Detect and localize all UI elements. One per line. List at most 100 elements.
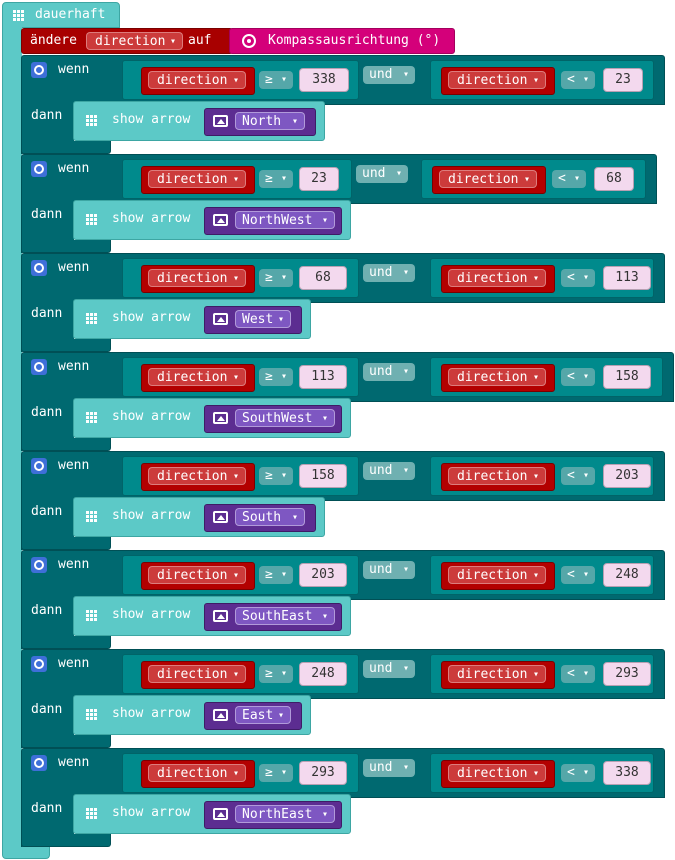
operator-dropdown[interactable]: < ▾ <box>561 467 595 485</box>
number-input[interactable]: 293 <box>299 761 347 785</box>
variable-reporter[interactable]: direction ▾ <box>141 463 255 491</box>
compare-low-block[interactable]: direction ▾ ≥ ▾ 68 <box>122 258 359 298</box>
arrow-image-block[interactable]: NorthWest ▾ <box>204 207 342 235</box>
and-dropdown[interactable]: und ▾ <box>363 66 415 84</box>
show-arrow-block[interactable]: show arrow NorthEast ▾ <box>73 794 351 834</box>
number-input[interactable]: 293 <box>603 662 651 686</box>
show-arrow-block[interactable]: show arrow South ▾ <box>73 497 325 537</box>
variable-dropdown[interactable]: direction ▾ <box>448 566 546 584</box>
arrow-image-block[interactable]: West ▾ <box>204 306 302 334</box>
compare-low-block[interactable]: direction ▾ ≥ ▾ 293 <box>122 753 359 793</box>
variable-dropdown[interactable]: direction ▾ <box>439 170 537 188</box>
forever-block[interactable]: dauerhaft <box>2 2 120 28</box>
and-dropdown[interactable]: und ▾ <box>363 660 415 678</box>
if-block[interactable]: wenn direction ▾ ≥ ▾ 23 und <box>21 154 657 204</box>
number-input[interactable]: 203 <box>603 464 651 488</box>
operator-dropdown[interactable]: ≥ ▾ <box>259 71 293 89</box>
variable-dropdown[interactable]: direction ▾ <box>448 71 546 89</box>
operator-dropdown[interactable]: ≥ ▾ <box>259 368 293 386</box>
variable-dropdown[interactable]: direction ▾ <box>448 368 546 386</box>
number-input[interactable]: 113 <box>603 266 651 290</box>
if-block[interactable]: wenn direction ▾ ≥ ▾ 248 und <box>21 649 665 699</box>
compare-high-block[interactable]: direction ▾ < ▾ 113 <box>430 258 654 298</box>
variable-reporter[interactable]: direction ▾ <box>441 364 555 392</box>
show-arrow-block[interactable]: show arrow North ▾ <box>73 101 325 141</box>
variable-reporter[interactable]: direction ▾ <box>441 463 555 491</box>
gear-icon[interactable] <box>31 557 47 573</box>
variable-dropdown[interactable]: direction ▾ <box>148 467 246 485</box>
operator-dropdown[interactable]: < ▾ <box>561 368 595 386</box>
set-variable-block[interactable]: ändere direction ▾ auf <box>21 28 233 54</box>
gear-icon[interactable] <box>31 656 47 672</box>
arrow-direction-dropdown[interactable]: NorthEast ▾ <box>235 805 335 823</box>
variable-reporter[interactable]: direction ▾ <box>141 760 255 788</box>
operator-dropdown[interactable]: ≥ ▾ <box>259 467 293 485</box>
arrow-image-block[interactable]: East ▾ <box>204 702 302 730</box>
gear-icon[interactable] <box>31 62 47 78</box>
variable-reporter[interactable]: direction ▾ <box>432 166 546 194</box>
gear-icon[interactable] <box>31 458 47 474</box>
arrow-direction-dropdown[interactable]: West ▾ <box>235 310 291 328</box>
number-input[interactable]: 203 <box>299 563 347 587</box>
variable-reporter[interactable]: direction ▾ <box>141 166 255 194</box>
arrow-direction-dropdown[interactable]: SouthEast ▾ <box>235 607 335 625</box>
number-input[interactable]: 248 <box>299 662 347 686</box>
operator-dropdown[interactable]: < ▾ <box>561 566 595 584</box>
compare-low-block[interactable]: direction ▾ ≥ ▾ 158 <box>122 456 359 496</box>
compare-high-block[interactable]: direction ▾ < ▾ 158 <box>430 357 663 397</box>
compare-low-block[interactable]: direction ▾ ≥ ▾ 248 <box>122 654 359 694</box>
operator-dropdown[interactable]: ≥ ▾ <box>259 665 293 683</box>
if-block[interactable]: wenn direction ▾ ≥ ▾ 158 und <box>21 451 665 501</box>
variable-dropdown[interactable]: direction ▾ <box>148 170 246 188</box>
operator-dropdown[interactable]: < ▾ <box>552 170 586 188</box>
arrow-direction-dropdown[interactable]: South ▾ <box>235 508 305 526</box>
show-arrow-block[interactable]: show arrow East ▾ <box>73 695 311 735</box>
if-block[interactable]: wenn direction ▾ ≥ ▾ 113 und <box>21 352 674 402</box>
number-input[interactable]: 338 <box>299 68 349 92</box>
compare-high-block[interactable]: direction ▾ < ▾ 203 <box>430 456 654 496</box>
variable-reporter[interactable]: direction ▾ <box>141 661 255 689</box>
gear-icon[interactable] <box>31 359 47 375</box>
and-dropdown[interactable]: und ▾ <box>363 462 415 480</box>
compare-high-block[interactable]: direction ▾ < ▾ 293 <box>430 654 654 694</box>
compare-low-block[interactable]: direction ▾ ≥ ▾ 113 <box>122 357 359 397</box>
variable-reporter[interactable]: direction ▾ <box>141 562 255 590</box>
variable-dropdown[interactable]: direction ▾ <box>148 566 246 584</box>
variable-dropdown[interactable]: direction ▾ <box>148 368 246 386</box>
and-dropdown[interactable]: und ▾ <box>363 759 415 777</box>
if-block[interactable]: wenn direction ▾ ≥ ▾ 293 und <box>21 748 665 798</box>
operator-dropdown[interactable]: < ▾ <box>561 269 595 287</box>
and-dropdown[interactable]: und ▾ <box>363 561 415 579</box>
gear-icon[interactable] <box>31 755 47 771</box>
arrow-direction-dropdown[interactable]: NorthWest ▾ <box>235 211 335 229</box>
variable-reporter[interactable]: direction ▾ <box>441 265 555 293</box>
operator-dropdown[interactable]: < ▾ <box>561 71 595 89</box>
variable-dropdown[interactable]: direction ▾ <box>448 269 546 287</box>
variable-dropdown[interactable]: direction ▾ <box>448 665 546 683</box>
variable-reporter[interactable]: direction ▾ <box>141 364 255 392</box>
variable-reporter[interactable]: direction ▾ <box>441 661 555 689</box>
arrow-image-block[interactable]: SouthWest ▾ <box>204 405 342 433</box>
number-input[interactable]: 68 <box>594 167 634 191</box>
operator-dropdown[interactable]: ≥ ▾ <box>259 269 293 287</box>
number-input[interactable]: 158 <box>299 464 347 488</box>
number-input[interactable]: 23 <box>299 167 339 191</box>
arrow-image-block[interactable]: South ▾ <box>204 504 316 532</box>
number-input[interactable]: 248 <box>603 563 651 587</box>
compare-high-block[interactable]: direction ▾ < ▾ 68 <box>421 159 646 199</box>
arrow-direction-dropdown[interactable]: SouthWest ▾ <box>235 409 335 427</box>
compare-high-block[interactable]: direction ▾ < ▾ 338 <box>430 753 654 793</box>
operator-dropdown[interactable]: ≥ ▾ <box>259 764 293 782</box>
variable-dropdown[interactable]: direction ▾ <box>148 269 246 287</box>
compare-low-block[interactable]: direction ▾ ≥ ▾ 338 <box>122 60 359 100</box>
compass-heading-block[interactable]: Kompassausrichtung (°) <box>229 28 455 54</box>
if-block[interactable]: wenn direction ▾ ≥ ▾ 203 und <box>21 550 665 600</box>
compare-high-block[interactable]: direction ▾ < ▾ 23 <box>430 60 654 100</box>
arrow-image-block[interactable]: North ▾ <box>204 108 316 136</box>
variable-dropdown[interactable]: direction ▾ <box>448 467 546 485</box>
variable-reporter[interactable]: direction ▾ <box>441 760 555 788</box>
number-input[interactable]: 338 <box>603 761 651 785</box>
number-input[interactable]: 113 <box>299 365 347 389</box>
show-arrow-block[interactable]: show arrow NorthWest ▾ <box>73 200 351 240</box>
variable-dropdown[interactable]: direction ▾ <box>86 32 183 50</box>
